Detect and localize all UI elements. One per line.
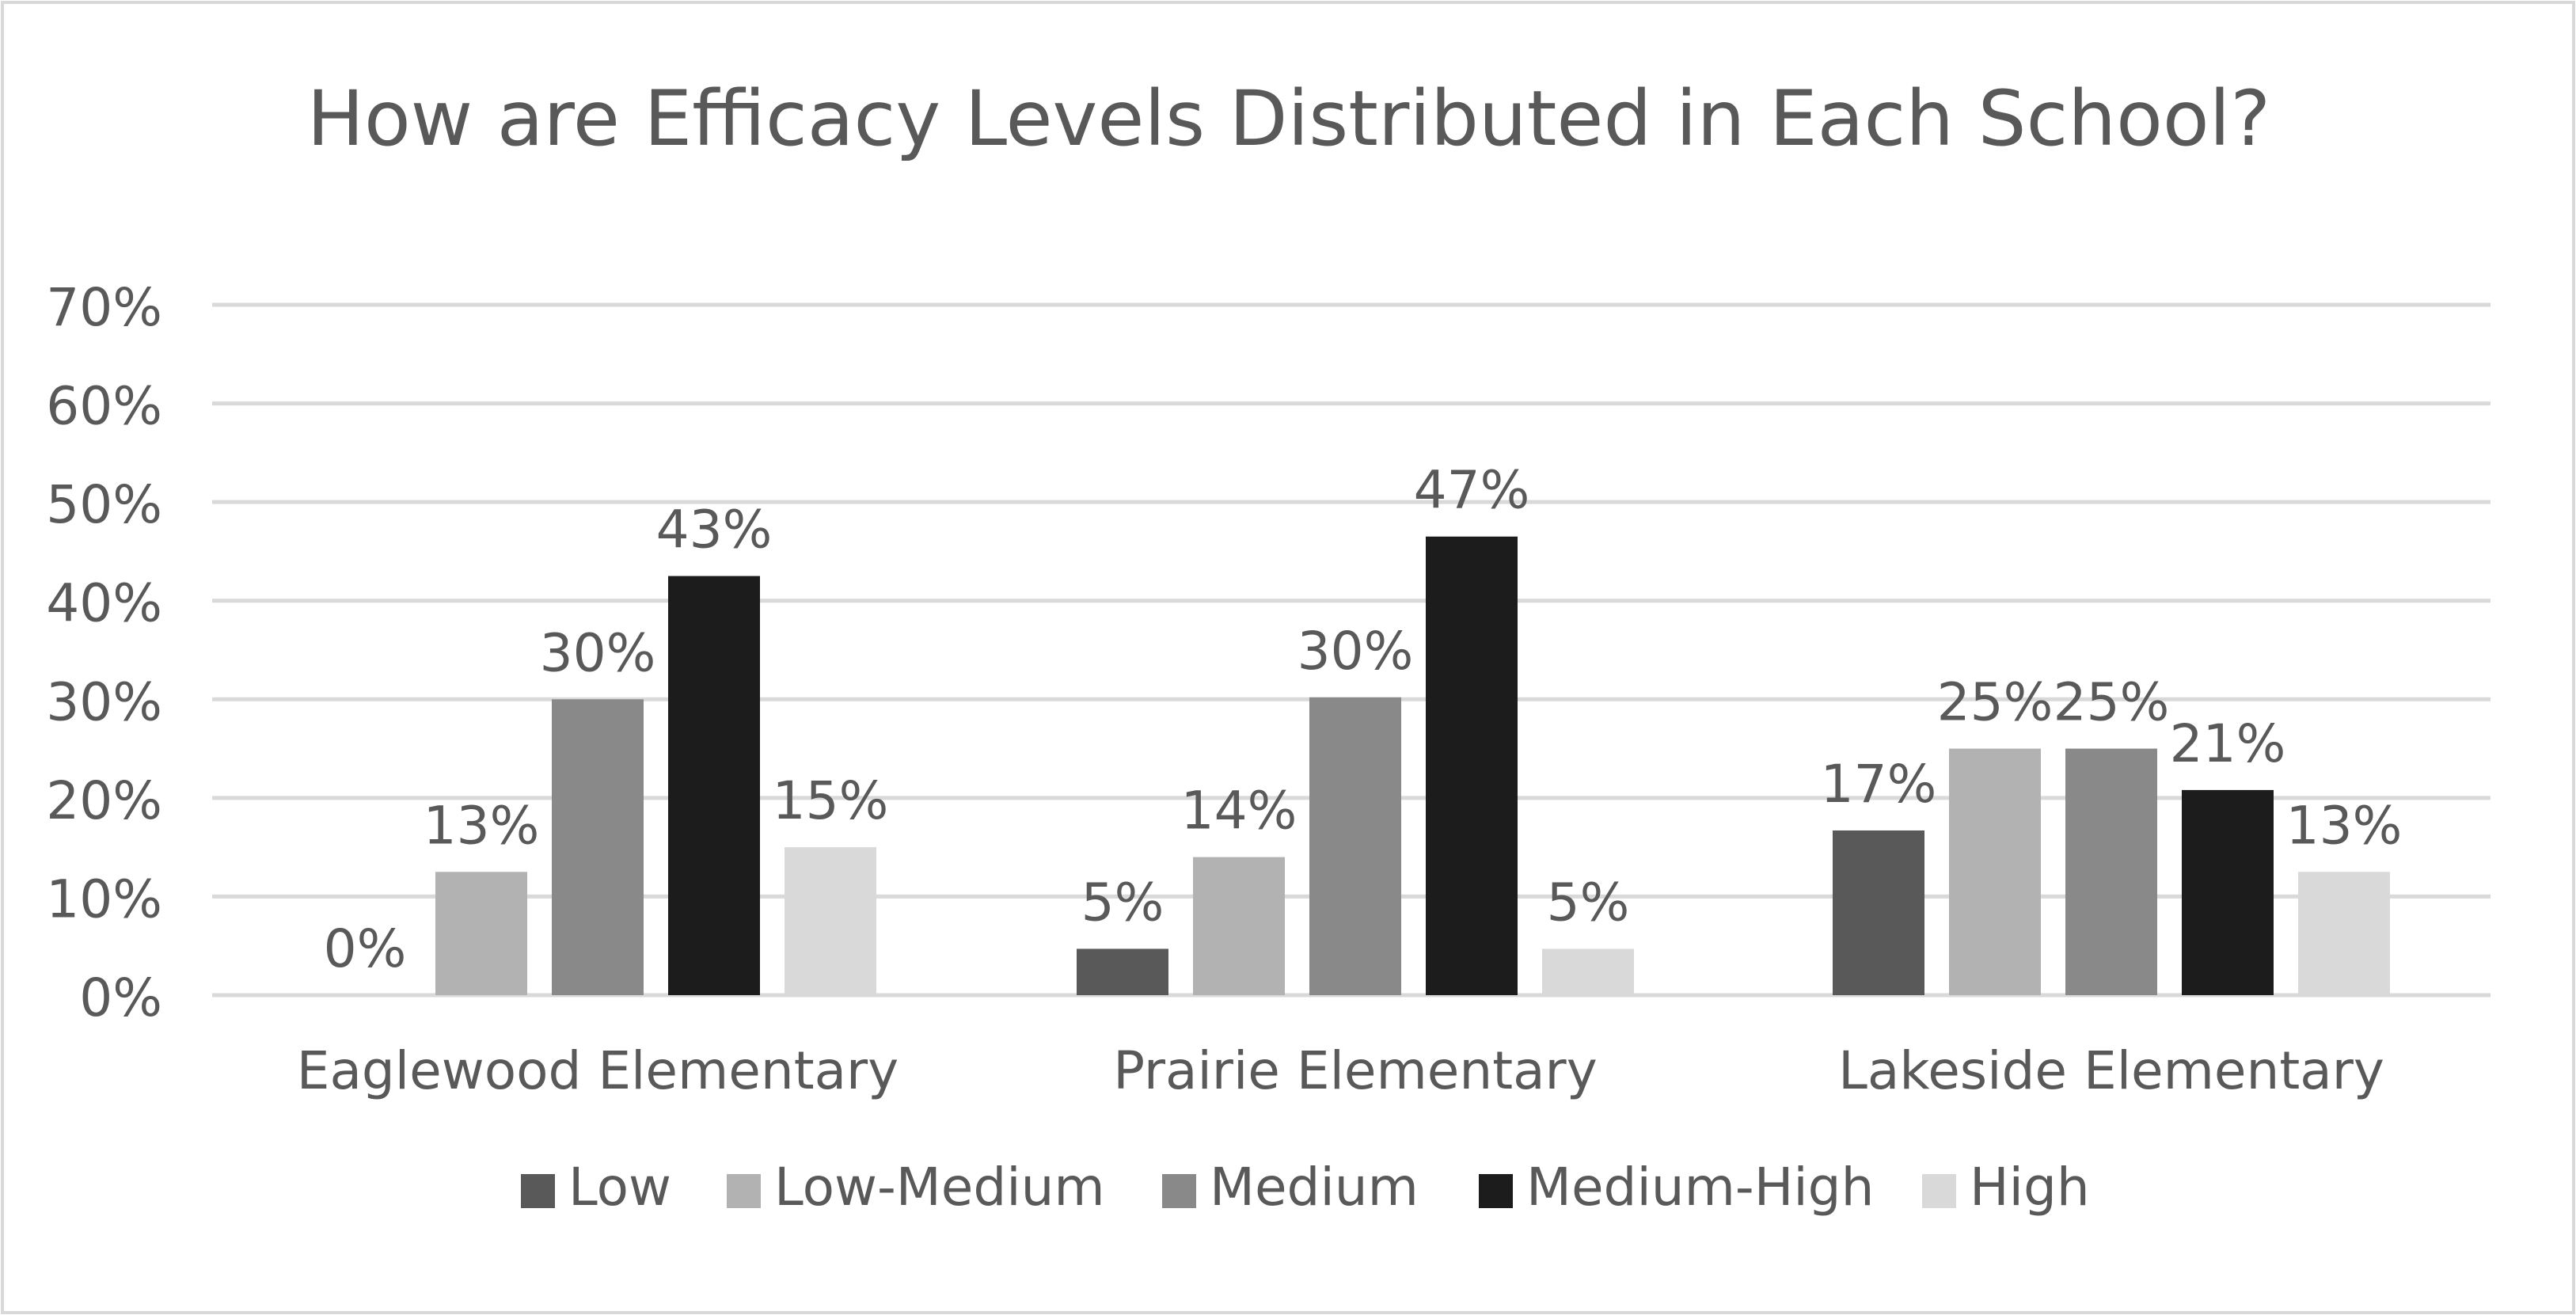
bar-high [785, 847, 876, 995]
legend-item-medium-high: Medium-High [1479, 1157, 1874, 1218]
legend-swatch [1479, 1174, 1513, 1208]
y-tick-label: 50% [46, 474, 162, 535]
legend-label: High [1970, 1157, 2090, 1218]
y-tick-label: 60% [46, 376, 162, 437]
bar-medium [552, 699, 644, 995]
y-tick-label: 70% [46, 277, 162, 338]
legend-item-medium: Medium [1162, 1157, 1419, 1218]
y-tick-label: 40% [46, 573, 162, 634]
x-axis-categories: Eaglewood Elementary Prairie Elementary La… [297, 1040, 2384, 1101]
data-label: 21% [2170, 713, 2286, 774]
data-label: 17% [1821, 754, 1937, 815]
bars [435, 536, 2390, 995]
data-label: 13% [2286, 795, 2403, 856]
legend: Low Low-Medium Medium Medium-High High [521, 1157, 2090, 1218]
data-label: 14% [1181, 781, 1297, 842]
data-label: 25% [1937, 672, 2054, 733]
legend-item-low: Low [521, 1157, 671, 1218]
y-axis-ticks: 0% 10% 20% 30% 40% 50% 60% 70% [46, 277, 162, 1028]
bar-low-medium [1949, 748, 2041, 995]
y-tick-label: 30% [46, 671, 162, 732]
y-tick-label: 10% [46, 868, 162, 929]
data-label: 47% [1414, 460, 1530, 521]
data-label: 25% [2054, 672, 2170, 733]
bar-medium [2065, 748, 2157, 995]
bar-medium-high [668, 576, 760, 995]
bar-medium-high [1426, 536, 1518, 995]
bar-medium-high [2182, 789, 2274, 995]
legend-label: Low [568, 1157, 671, 1218]
data-label: 5% [1547, 872, 1630, 933]
data-label: 15% [773, 770, 889, 831]
bar-low-medium [1193, 857, 1285, 995]
bar-medium [1309, 697, 1401, 995]
data-label: 0% [324, 918, 407, 979]
data-label: 43% [656, 500, 773, 561]
data-label: 13% [424, 795, 540, 856]
chart-title: How are Efficacy Levels Distributed in E… [307, 74, 2270, 163]
legend-swatch [521, 1174, 555, 1208]
legend-swatch [1162, 1174, 1196, 1208]
data-label: 5% [1081, 872, 1165, 933]
y-tick-label: 20% [46, 770, 162, 831]
legend-label: Medium-High [1526, 1157, 1874, 1218]
data-label: 30% [1297, 621, 1414, 682]
bar-low-medium [435, 872, 527, 995]
bar-low [1833, 830, 1924, 995]
legend-item-low-medium: Low-Medium [727, 1157, 1105, 1218]
bar-high [1542, 948, 1634, 995]
x-category-label: Prairie Elementary [1113, 1040, 1598, 1101]
x-category-label: Lakeside Elementary [1838, 1040, 2384, 1101]
data-label: 30% [540, 622, 656, 683]
y-tick-label: 0% [79, 967, 162, 1028]
legend-swatch [1922, 1174, 1956, 1208]
bar-low [1077, 948, 1168, 995]
bar-high [2298, 872, 2390, 995]
legend-label: Medium [1210, 1157, 1419, 1218]
data-labels: 0%13%30%43%15%5%14%30%47%5%17%25% 25%21%1… [324, 460, 2403, 979]
x-category-label: Eaglewood Elementary [297, 1040, 899, 1101]
legend-swatch [727, 1174, 761, 1208]
legend-item-high: High [1922, 1157, 2090, 1218]
legend-label: Low-Medium [774, 1157, 1105, 1218]
